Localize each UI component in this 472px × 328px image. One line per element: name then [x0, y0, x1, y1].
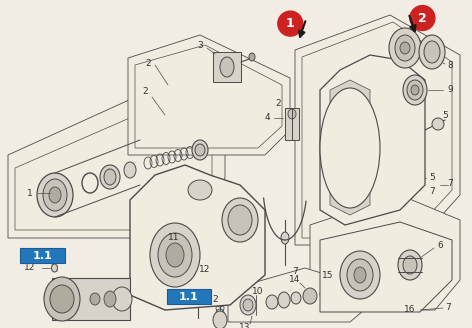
Ellipse shape — [288, 109, 296, 119]
Ellipse shape — [411, 85, 419, 95]
Text: 5: 5 — [429, 174, 435, 182]
Ellipse shape — [240, 295, 256, 315]
Polygon shape — [330, 80, 370, 215]
Ellipse shape — [340, 251, 380, 299]
Text: 1: 1 — [27, 189, 33, 197]
Ellipse shape — [400, 42, 410, 54]
Ellipse shape — [49, 187, 61, 203]
Text: 10: 10 — [252, 288, 264, 297]
Ellipse shape — [432, 118, 444, 130]
Ellipse shape — [158, 233, 192, 277]
Ellipse shape — [228, 205, 252, 235]
Ellipse shape — [407, 80, 423, 100]
Text: 8: 8 — [447, 60, 453, 70]
Ellipse shape — [320, 88, 380, 208]
Ellipse shape — [44, 277, 80, 321]
Ellipse shape — [215, 277, 225, 293]
Text: 14: 14 — [289, 276, 301, 284]
Ellipse shape — [222, 198, 258, 242]
Ellipse shape — [403, 75, 427, 105]
Polygon shape — [128, 35, 290, 155]
Text: 7: 7 — [429, 188, 435, 196]
Ellipse shape — [166, 243, 184, 267]
Ellipse shape — [195, 144, 205, 156]
FancyBboxPatch shape — [20, 248, 65, 263]
Ellipse shape — [104, 169, 116, 185]
Ellipse shape — [424, 41, 440, 63]
Ellipse shape — [37, 173, 73, 217]
Ellipse shape — [419, 35, 445, 69]
Text: 2: 2 — [275, 98, 281, 108]
Ellipse shape — [403, 256, 417, 274]
Text: 12: 12 — [199, 265, 211, 275]
Ellipse shape — [278, 292, 290, 308]
Ellipse shape — [281, 232, 289, 244]
Ellipse shape — [220, 57, 234, 77]
Ellipse shape — [213, 311, 227, 328]
Ellipse shape — [124, 162, 136, 178]
Ellipse shape — [112, 287, 132, 311]
Polygon shape — [52, 278, 130, 320]
Ellipse shape — [320, 288, 330, 300]
Text: 7: 7 — [445, 303, 451, 313]
Text: 9: 9 — [447, 86, 453, 94]
Polygon shape — [320, 222, 452, 312]
Ellipse shape — [389, 28, 421, 68]
Polygon shape — [228, 268, 370, 322]
Bar — [213, 52, 241, 82]
Ellipse shape — [347, 259, 373, 291]
Ellipse shape — [398, 250, 422, 280]
Ellipse shape — [51, 264, 58, 272]
Text: 12: 12 — [25, 263, 36, 273]
Ellipse shape — [291, 292, 301, 304]
Ellipse shape — [90, 293, 100, 305]
Text: 1: 1 — [286, 17, 295, 30]
Ellipse shape — [43, 179, 67, 211]
FancyBboxPatch shape — [167, 289, 211, 304]
Ellipse shape — [104, 291, 116, 307]
Circle shape — [278, 11, 303, 36]
Circle shape — [410, 6, 435, 31]
Text: 4: 4 — [264, 113, 270, 122]
Text: 2: 2 — [145, 58, 151, 68]
Ellipse shape — [249, 53, 255, 61]
Text: 16: 16 — [404, 305, 416, 315]
Polygon shape — [310, 195, 460, 310]
Text: 2: 2 — [212, 296, 218, 304]
Polygon shape — [130, 165, 265, 310]
Bar — [285, 108, 299, 140]
Text: 2: 2 — [142, 88, 148, 96]
Text: 15: 15 — [322, 272, 334, 280]
Ellipse shape — [194, 289, 202, 301]
Text: 2: 2 — [418, 11, 427, 25]
Text: 1.1: 1.1 — [33, 251, 52, 260]
Ellipse shape — [188, 180, 212, 200]
Ellipse shape — [395, 35, 415, 61]
Text: 13: 13 — [239, 323, 251, 328]
Text: 6: 6 — [437, 240, 443, 250]
Ellipse shape — [243, 299, 253, 311]
Ellipse shape — [266, 295, 278, 309]
Ellipse shape — [192, 140, 208, 160]
Polygon shape — [320, 55, 425, 225]
Ellipse shape — [150, 223, 200, 287]
Text: 7: 7 — [292, 268, 298, 277]
Text: 1.1: 1.1 — [179, 292, 199, 301]
Ellipse shape — [354, 267, 366, 283]
Polygon shape — [295, 15, 460, 245]
Ellipse shape — [50, 285, 74, 313]
Text: 3: 3 — [197, 40, 203, 50]
Text: 7: 7 — [447, 178, 453, 188]
Ellipse shape — [183, 242, 193, 252]
Text: 5: 5 — [442, 112, 448, 120]
Text: 11: 11 — [168, 234, 180, 242]
Polygon shape — [8, 95, 225, 238]
Ellipse shape — [303, 288, 317, 304]
Ellipse shape — [100, 165, 120, 189]
